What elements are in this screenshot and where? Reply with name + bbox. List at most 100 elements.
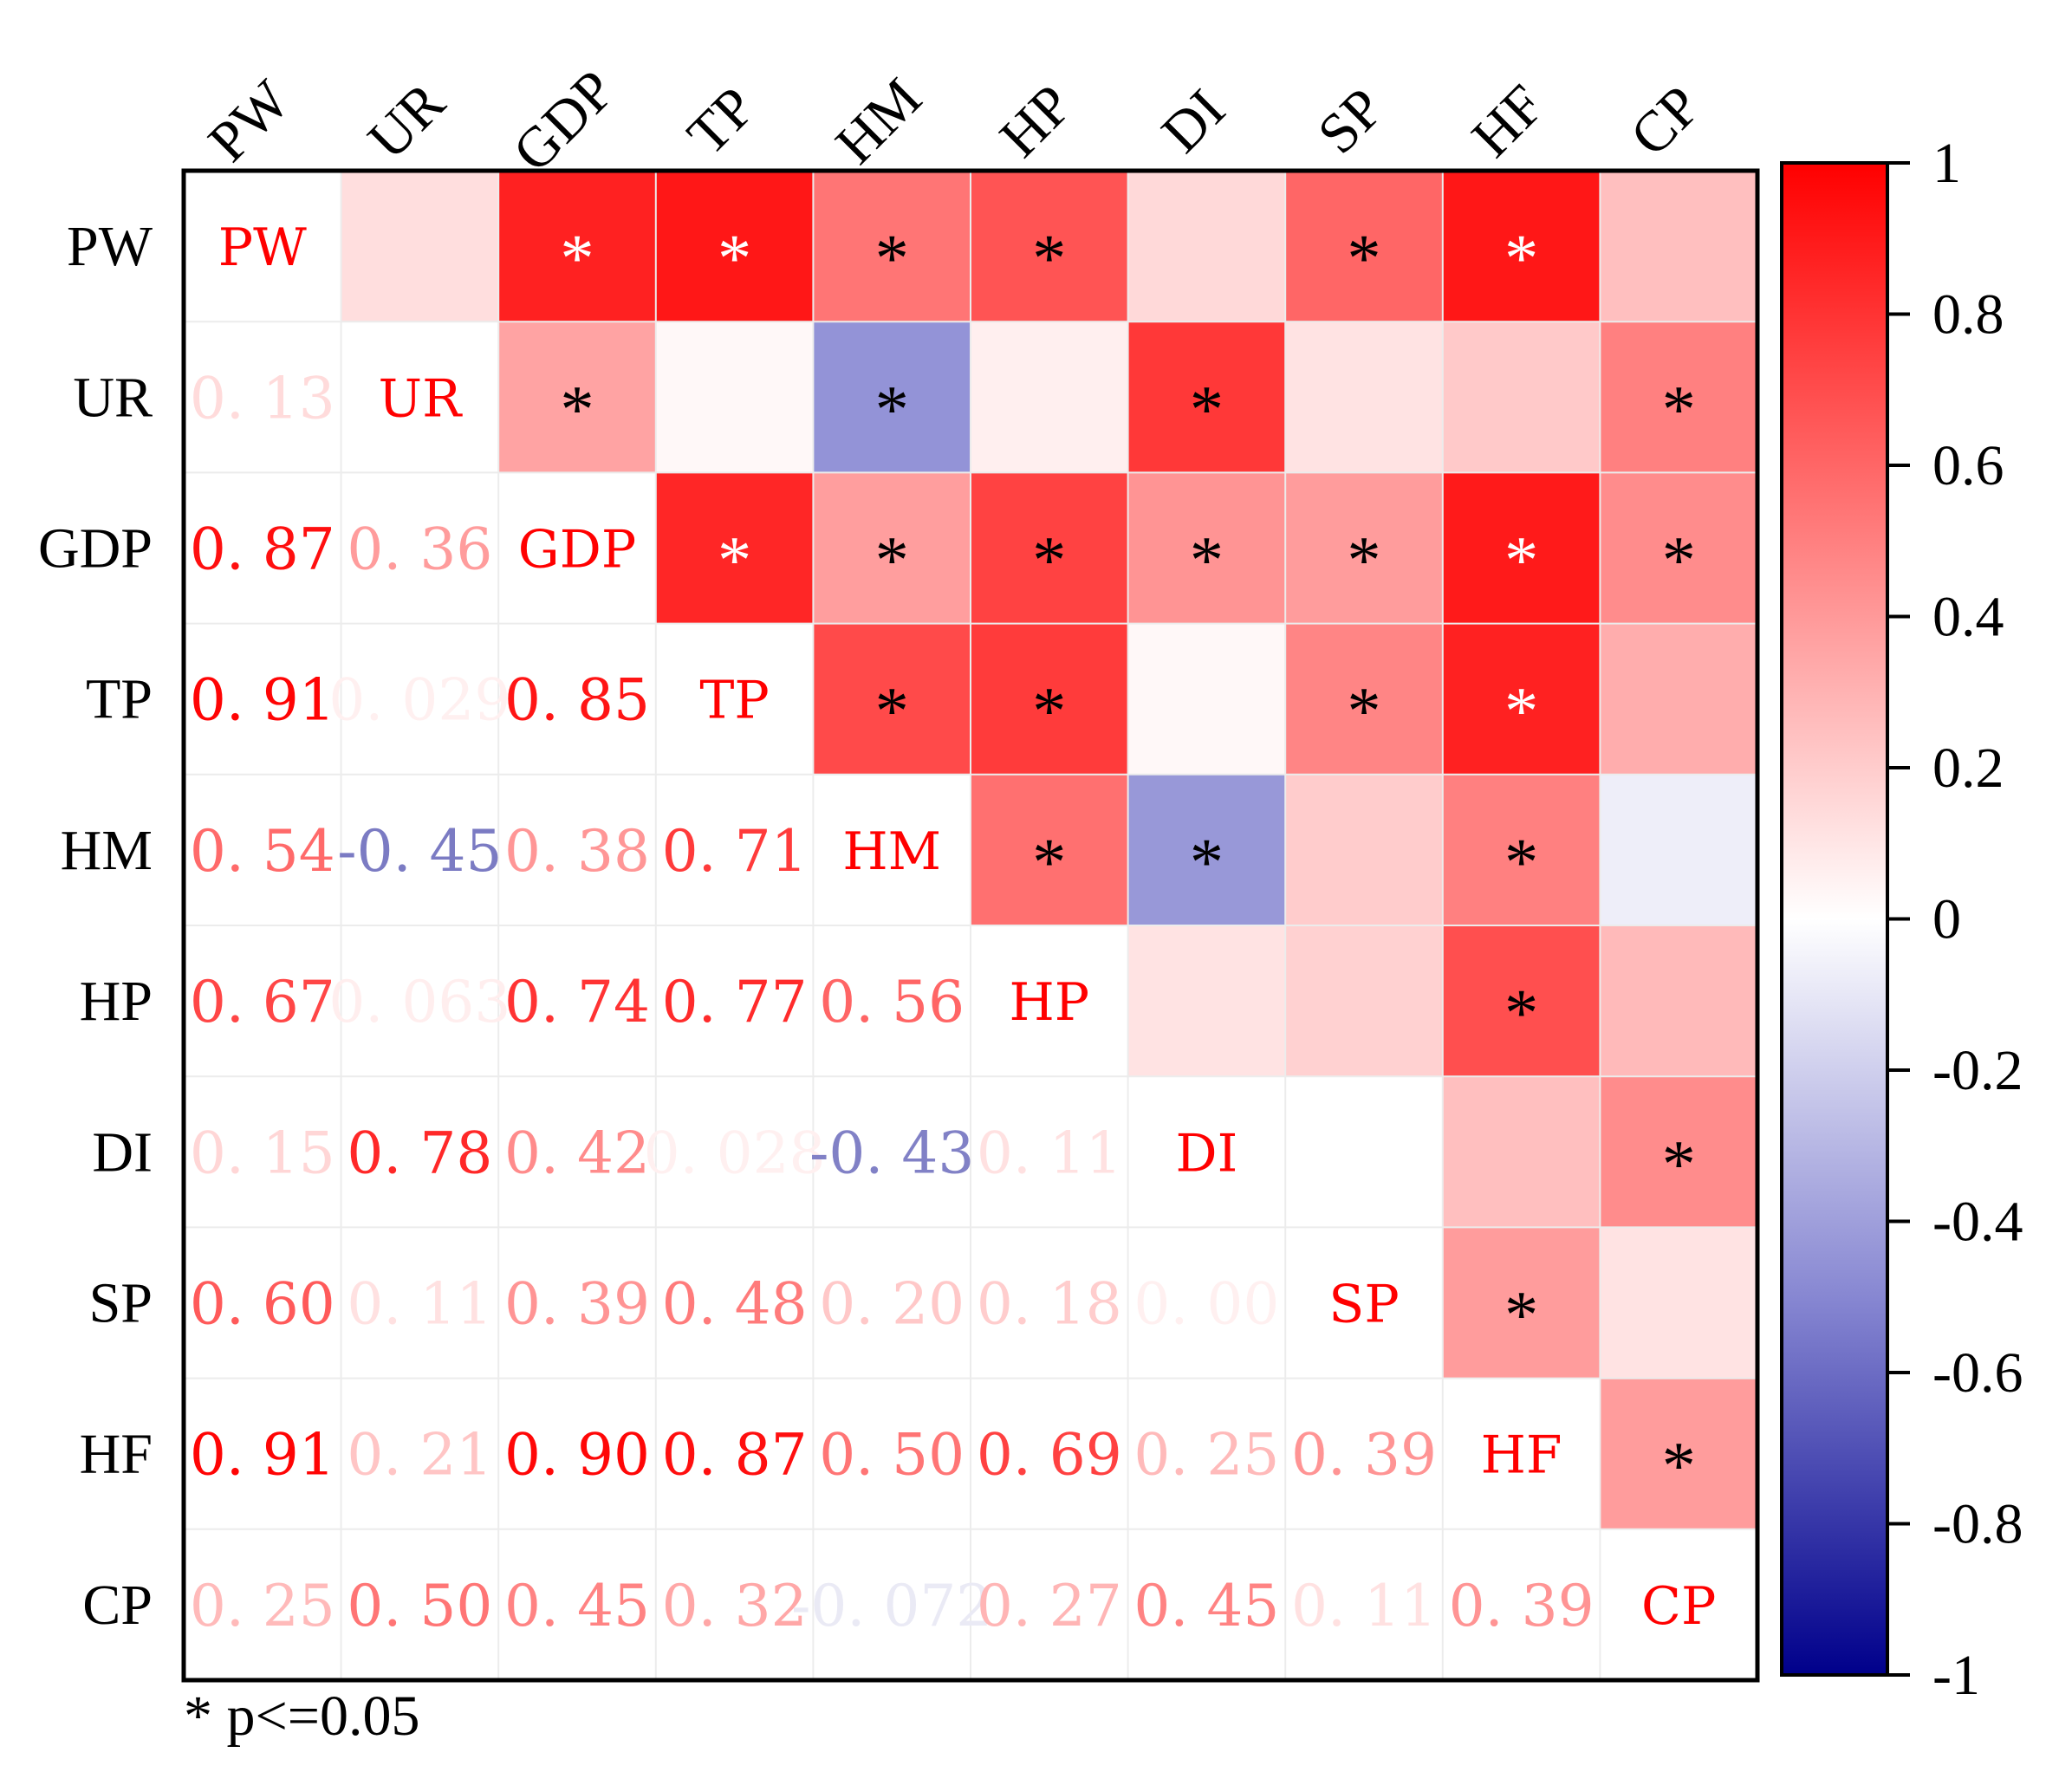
significance-star-SP-HF: * bbox=[1504, 1277, 1538, 1353]
heatmap-cell-TP-CP bbox=[1600, 623, 1758, 776]
colorbar-tick-label: 0.2 bbox=[1932, 737, 2004, 800]
col-label-TP: TP bbox=[675, 75, 767, 167]
heatmap-cell-TP-HM bbox=[813, 623, 971, 776]
diagonal-label-TP: TP bbox=[699, 671, 769, 731]
significance-star-GDP-DI: * bbox=[1190, 523, 1224, 598]
value-label-DI-HP: 0. 11 bbox=[977, 1120, 1122, 1186]
value-label-CP-SP: 0. 11 bbox=[1291, 1573, 1437, 1639]
value-label-HM-UR: -0. 45 bbox=[337, 818, 502, 885]
significance-star-HM-HP: * bbox=[1032, 824, 1066, 899]
heatmap-cells bbox=[341, 171, 1758, 1530]
value-label-DI-GDP: 0. 42 bbox=[504, 1120, 650, 1186]
significance-star-TP-HM: * bbox=[875, 673, 909, 749]
row-label-HF: HF bbox=[80, 1423, 153, 1486]
value-label-HP-TP: 0. 77 bbox=[662, 969, 808, 1035]
colorbar-tick-label: 0.6 bbox=[1932, 434, 2004, 497]
heatmap-cell-GDP-SP bbox=[1285, 472, 1444, 625]
significance-star-TP-HP: * bbox=[1032, 673, 1066, 749]
significance-star-UR-GDP: * bbox=[561, 371, 594, 446]
row-label-SP: SP bbox=[89, 1272, 153, 1335]
significance-star-GDP-SP: * bbox=[1348, 523, 1381, 598]
heatmap-cell-SP-CP bbox=[1600, 1227, 1758, 1379]
heatmap-cell-PW-HM bbox=[813, 171, 971, 322]
col-label-DI: DI bbox=[1150, 77, 1237, 165]
col-label-PW: PW bbox=[197, 68, 302, 173]
colorbar-tick-label: 0.8 bbox=[1932, 283, 2004, 347]
significance-star-UR-HM: * bbox=[875, 371, 909, 446]
colorbar-tick-label: -0.2 bbox=[1932, 1039, 2023, 1102]
significance-star-PW-HF: * bbox=[1504, 220, 1538, 295]
heatmap-cell-HM-CP bbox=[1600, 774, 1758, 926]
significance-star-GDP-TP: * bbox=[718, 523, 751, 598]
value-label-CP-DI: 0. 45 bbox=[1133, 1573, 1279, 1639]
heatmap-cell-UR-TP bbox=[655, 321, 814, 473]
value-label-HP-HM: 0. 56 bbox=[819, 969, 965, 1035]
value-label-SP-DI: 0. 00 bbox=[1133, 1271, 1279, 1338]
significance-star-TP-SP: * bbox=[1348, 673, 1381, 749]
col-label-HM: HM bbox=[824, 66, 934, 176]
value-label-SP-HM: 0. 20 bbox=[819, 1271, 965, 1338]
heatmap-cell-TP-HP bbox=[971, 623, 1129, 776]
significance-star-GDP-HP: * bbox=[1032, 523, 1066, 598]
diagonal-label-HF: HF bbox=[1481, 1425, 1562, 1486]
row-label-PW: PW bbox=[67, 215, 153, 278]
row-label-HM: HM bbox=[61, 819, 153, 882]
heatmap-cell-UR-DI bbox=[1127, 321, 1286, 473]
value-label-HP-GDP: 0. 74 bbox=[504, 969, 650, 1035]
colorbar-gradient bbox=[1780, 161, 1889, 1677]
heatmap-cell-GDP-HM bbox=[813, 472, 971, 625]
heatmap-cell-HM-DI bbox=[1127, 774, 1286, 926]
heatmap-cell-SP-HF bbox=[1442, 1227, 1601, 1379]
significance-star-PW-GDP: * bbox=[561, 220, 594, 295]
heatmap-cell-HM-HF bbox=[1442, 774, 1601, 926]
value-label-UR-PW: 0. 13 bbox=[190, 365, 335, 432]
value-label-HF-UR: 0. 21 bbox=[347, 1422, 492, 1489]
heatmap-cell-UR-HP bbox=[971, 321, 1129, 473]
significance-star-UR-CP: * bbox=[1662, 371, 1696, 446]
value-label-HM-GDP: 0. 38 bbox=[504, 818, 650, 885]
colorbar-tick-label: -0.6 bbox=[1932, 1341, 2023, 1405]
significance-star-HP-HF: * bbox=[1504, 975, 1538, 1050]
significance-star-DI-CP: * bbox=[1662, 1126, 1696, 1201]
value-label-DI-TP: 0. 028 bbox=[644, 1120, 826, 1186]
heatmap-cell-PW-UR bbox=[341, 171, 499, 322]
heatmap-cell-PW-HF bbox=[1442, 171, 1601, 322]
value-label-DI-HM: -0. 43 bbox=[809, 1120, 974, 1186]
heatmap-cell-DI-CP bbox=[1600, 1076, 1758, 1228]
significance-star-HM-HF: * bbox=[1504, 824, 1538, 899]
heatmap-cell-TP-DI bbox=[1127, 623, 1286, 776]
value-label-HF-PW: 0. 91 bbox=[190, 1422, 335, 1489]
row-label-UR: UR bbox=[73, 366, 153, 429]
colorbar-tick-label: 1 bbox=[1932, 132, 1961, 195]
value-label-CP-GDP: 0. 45 bbox=[504, 1573, 650, 1639]
heatmap-cell-TP-SP bbox=[1285, 623, 1444, 776]
heatmap-cell-HM-SP bbox=[1285, 774, 1444, 926]
heatmap-cell-DI-SP bbox=[1285, 1076, 1444, 1228]
colorbar-tick-label: -0.4 bbox=[1932, 1191, 2023, 1254]
value-label-HF-GDP: 0. 90 bbox=[504, 1422, 650, 1489]
col-label-HP: HP bbox=[988, 73, 1084, 169]
heatmap-cell-PW-HP bbox=[971, 171, 1129, 322]
heatmap-gridlines bbox=[181, 168, 1760, 1683]
value-label-CP-HF: 0. 39 bbox=[1449, 1573, 1595, 1639]
col-label-HF: HF bbox=[1460, 73, 1556, 169]
significance-star-PW-HP: * bbox=[1032, 220, 1066, 295]
value-label-CP-HM: -0. 072 bbox=[791, 1573, 992, 1639]
heatmap-cell-PW-SP bbox=[1285, 171, 1444, 322]
significance-star-PW-SP: * bbox=[1348, 220, 1381, 295]
heatmap-cell-PW-DI bbox=[1127, 171, 1286, 322]
heatmap-cell-GDP-HF bbox=[1442, 472, 1601, 625]
value-label-SP-GDP: 0. 39 bbox=[504, 1271, 650, 1338]
heatmap-cell-UR-SP bbox=[1285, 321, 1444, 473]
significance-note: * p<=0.05 bbox=[184, 1684, 419, 1748]
heatmap-cell-UR-HF bbox=[1442, 321, 1601, 473]
heatmap-cell-PW-GDP bbox=[498, 171, 657, 322]
value-label-DI-PW: 0. 15 bbox=[190, 1120, 335, 1186]
diagonal-label-DI: DI bbox=[1175, 1123, 1237, 1184]
value-label-GDP-PW: 0. 87 bbox=[190, 516, 335, 583]
heatmap-cell-DI-HF bbox=[1442, 1076, 1601, 1228]
diagonal-label-HP: HP bbox=[1009, 972, 1089, 1033]
significance-star-HF-CP: * bbox=[1662, 1428, 1696, 1503]
heatmap-cell-HP-HF bbox=[1442, 925, 1601, 1077]
value-label-SP-PW: 0. 60 bbox=[190, 1271, 335, 1338]
